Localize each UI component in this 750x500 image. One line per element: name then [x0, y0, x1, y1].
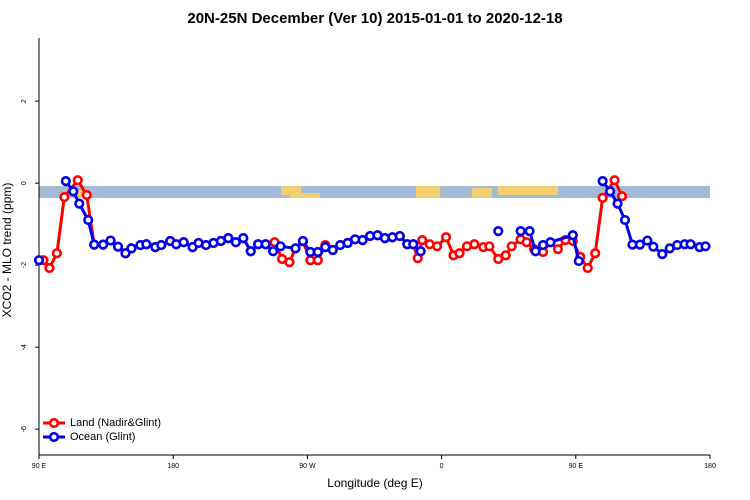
x-tick-label: 90 E [32, 463, 47, 470]
data-point [238, 232, 249, 244]
data-point [245, 246, 256, 257]
legend-marker [48, 417, 60, 429]
data-point [590, 248, 601, 259]
data-point [141, 239, 152, 250]
data-point [530, 246, 541, 257]
data-point [642, 235, 653, 246]
data-point [98, 239, 109, 250]
data-point [312, 246, 323, 258]
data-point [284, 257, 295, 268]
data-point [126, 243, 137, 254]
data-point [290, 243, 301, 254]
data-point [619, 214, 631, 226]
data-point [81, 189, 92, 201]
y-tick-label: -6 [21, 426, 28, 432]
data-point [567, 230, 578, 241]
data-point [440, 232, 452, 243]
data-point [616, 191, 628, 202]
data-point [493, 253, 504, 265]
data-point [609, 175, 620, 186]
data-point [573, 255, 584, 267]
data-point [230, 237, 241, 248]
data-point [268, 246, 279, 257]
y-tick-label: 0 [21, 181, 28, 185]
data-point [105, 235, 116, 246]
data-point [657, 248, 668, 260]
map-strip [39, 186, 710, 198]
data-point [59, 191, 70, 203]
data-point [33, 255, 45, 266]
y-tick-label: -4 [21, 344, 28, 350]
x-tick-label: 90 E [569, 463, 584, 470]
data-point [582, 262, 593, 274]
data-point [408, 239, 419, 250]
data-point [417, 235, 428, 246]
data-point [394, 230, 405, 242]
data-point [493, 226, 504, 237]
data-point [51, 248, 62, 259]
data-point [357, 235, 368, 246]
data-point [312, 255, 323, 266]
x-tick-label: 180 [704, 463, 716, 470]
data-point [60, 176, 71, 187]
data-point [700, 241, 711, 252]
y-axis-label: XCO2 - MLO trend (ppm) [0, 183, 14, 318]
data-point [72, 175, 83, 186]
data-point [506, 241, 517, 252]
y-tick-label: -2 [21, 262, 28, 268]
data-point [112, 241, 124, 252]
data-point [178, 237, 189, 248]
data-point [89, 239, 100, 250]
data-point [685, 239, 696, 250]
data-point [515, 226, 526, 237]
data-point [597, 192, 608, 204]
data-point [454, 248, 465, 259]
legend-marker [48, 431, 60, 443]
data-point [297, 235, 309, 247]
data-point [634, 239, 646, 250]
data-point [521, 237, 532, 248]
x-axis-label: Longitude (deg E) [327, 476, 422, 490]
data-point [612, 198, 623, 209]
data-point [552, 244, 564, 255]
data-point [415, 246, 426, 257]
data-point [68, 186, 79, 197]
data-point [327, 244, 338, 256]
chart-title: 20N-25N December (Ver 10) 2015-01-01 to … [187, 10, 562, 27]
data-point [604, 186, 616, 197]
data-point [500, 250, 511, 261]
data-point [44, 262, 55, 274]
data-point [342, 237, 353, 249]
data-point [545, 237, 556, 248]
x-tick-label: 180 [167, 463, 179, 470]
data-point [74, 198, 85, 209]
data-point [484, 241, 495, 252]
data-point [275, 241, 286, 252]
data-point [648, 241, 659, 252]
data-point [260, 239, 271, 250]
data-point [432, 241, 443, 252]
data-point [597, 176, 608, 187]
data-point [156, 239, 167, 251]
x-tick-label: 0 [440, 463, 444, 470]
legend-label: Ocean (Glint) [70, 431, 135, 443]
legend-label: Land (Nadir&Glint) [70, 417, 161, 429]
data-point [223, 232, 234, 244]
data-point [83, 214, 94, 226]
y-tick-label: 2 [21, 99, 28, 103]
x-tick-label: 90 W [299, 463, 316, 470]
data-point [469, 239, 480, 250]
data-point [524, 226, 535, 237]
